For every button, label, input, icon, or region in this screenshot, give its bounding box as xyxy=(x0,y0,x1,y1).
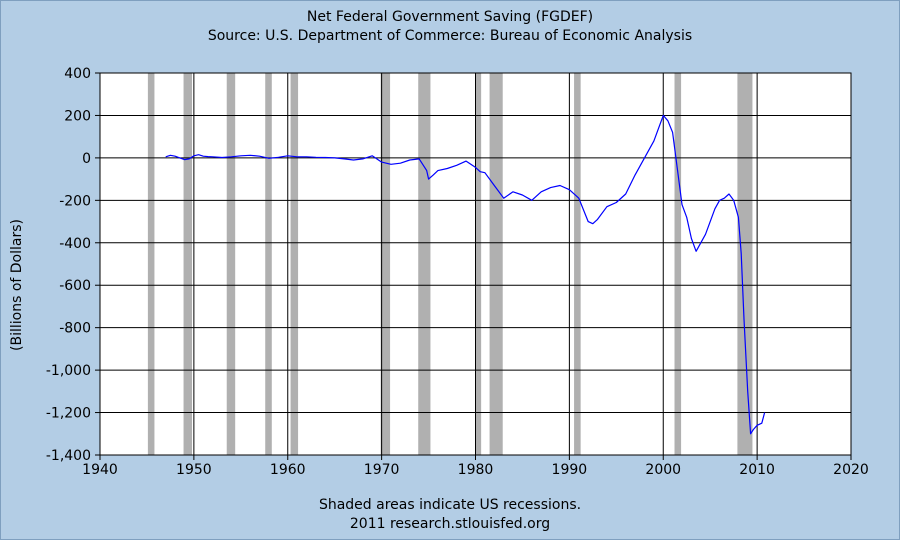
x-tick-label: 1990 xyxy=(552,462,588,478)
recession-band xyxy=(418,73,431,455)
y-tick-label: -600 xyxy=(59,278,91,294)
y-tick-label: 0 xyxy=(82,151,91,167)
recession-band xyxy=(290,73,299,455)
recession-band xyxy=(226,73,236,455)
x-tick-label: 2020 xyxy=(833,462,869,478)
chart-title: Net Federal Government Saving (FGDEF) xyxy=(306,9,594,25)
series-line xyxy=(165,114,766,435)
plot-border xyxy=(99,72,852,456)
recession-band xyxy=(183,73,192,455)
y-tick-label: -400 xyxy=(59,236,91,252)
recession-band xyxy=(265,73,272,455)
x-tick-label: 1980 xyxy=(458,462,494,478)
x-tick-label: 1970 xyxy=(364,462,400,478)
recession-band xyxy=(737,73,753,455)
recession-band xyxy=(574,73,581,455)
footer-recession-note: Shaded areas indicate US recessions. xyxy=(318,497,582,513)
x-tick-label: 1960 xyxy=(270,462,306,478)
recession-band xyxy=(489,73,503,455)
y-tick-label: -800 xyxy=(59,321,91,337)
y-tick-label: -200 xyxy=(59,193,91,209)
recession-band xyxy=(380,73,391,455)
y-tick-label: -1,000 xyxy=(46,363,91,379)
recession-band xyxy=(147,73,155,455)
y-tick-label: -1,400 xyxy=(46,448,91,464)
x-tick-label: 2000 xyxy=(645,462,681,478)
footer-source-credit: 2011 research.stlouisfed.org xyxy=(349,516,551,532)
y-tick-label: 200 xyxy=(64,108,91,124)
recession-band xyxy=(475,73,482,455)
x-tick-label: 1940 xyxy=(82,462,118,478)
chart-subtitle: Source: U.S. Department of Commerce: Bur… xyxy=(207,28,693,44)
x-tick-label: 2010 xyxy=(739,462,775,478)
x-tick-label: 1950 xyxy=(176,462,212,478)
y-tick-label: 400 xyxy=(64,66,91,82)
recession-band xyxy=(674,73,682,455)
y-tick-label: -1,200 xyxy=(46,406,91,422)
